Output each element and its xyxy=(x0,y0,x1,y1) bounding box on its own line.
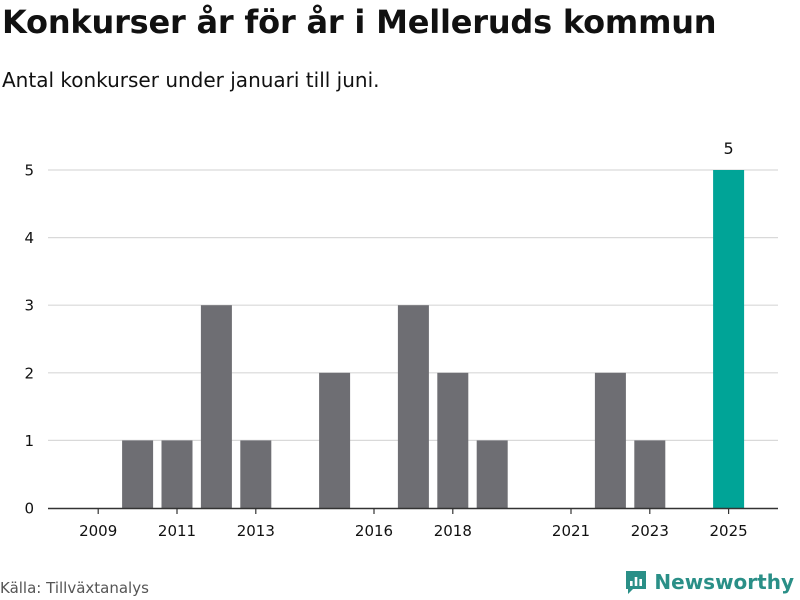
y-tick-label: 5 xyxy=(24,162,34,180)
y-tick-label: 3 xyxy=(24,297,34,315)
bar-2013 xyxy=(240,440,272,508)
newsworthy-logo-icon xyxy=(626,571,647,594)
bar-2017 xyxy=(397,305,429,508)
x-tick-label: 2013 xyxy=(237,522,275,540)
x-tick-label: 2023 xyxy=(631,522,669,540)
bar-2010 xyxy=(122,440,154,508)
y-tick-label: 4 xyxy=(24,229,34,247)
bar-2018 xyxy=(437,372,469,508)
x-axis-ticks: 2009 2011 2013 2016 2018 2021 2023 2025 xyxy=(79,508,748,540)
chart-subtitle: Antal konkurser under januari till juni. xyxy=(2,68,380,92)
bar-2012 xyxy=(200,305,232,508)
y-tick-label: 1 xyxy=(24,432,34,450)
bar-2023 xyxy=(634,440,666,508)
bars xyxy=(122,170,745,508)
y-tick-label: 2 xyxy=(24,364,34,382)
x-tick-label: 2011 xyxy=(158,522,196,540)
x-tick-label: 2009 xyxy=(79,522,117,540)
y-axis-ticks: 0 1 2 3 4 5 xyxy=(24,162,34,518)
chart-title: Konkurser år för år i Melleruds kommun xyxy=(2,3,717,41)
x-tick-label: 2025 xyxy=(710,522,748,540)
y-tick-label: 0 xyxy=(24,500,34,518)
data-labels: 5 xyxy=(724,139,734,158)
x-tick-label: 2016 xyxy=(355,522,393,540)
brand-name: Newsworthy xyxy=(654,570,794,594)
bar-2019 xyxy=(476,440,508,508)
x-tick-label: 2018 xyxy=(434,522,472,540)
bar-2025 xyxy=(713,170,745,508)
bar-2015 xyxy=(319,372,351,508)
bar-2022 xyxy=(594,372,626,508)
source-note: Källa: Tillväxtanalys xyxy=(0,579,149,597)
x-tick-label: 2021 xyxy=(552,522,590,540)
bar-chart: 0 1 2 3 4 5 5 2009 2011 2013 2016 2018 2021 2023 202… xyxy=(24,139,778,540)
brand: Newsworthy xyxy=(624,568,794,596)
bar-2011 xyxy=(161,440,193,508)
data-label-2025: 5 xyxy=(724,139,734,158)
